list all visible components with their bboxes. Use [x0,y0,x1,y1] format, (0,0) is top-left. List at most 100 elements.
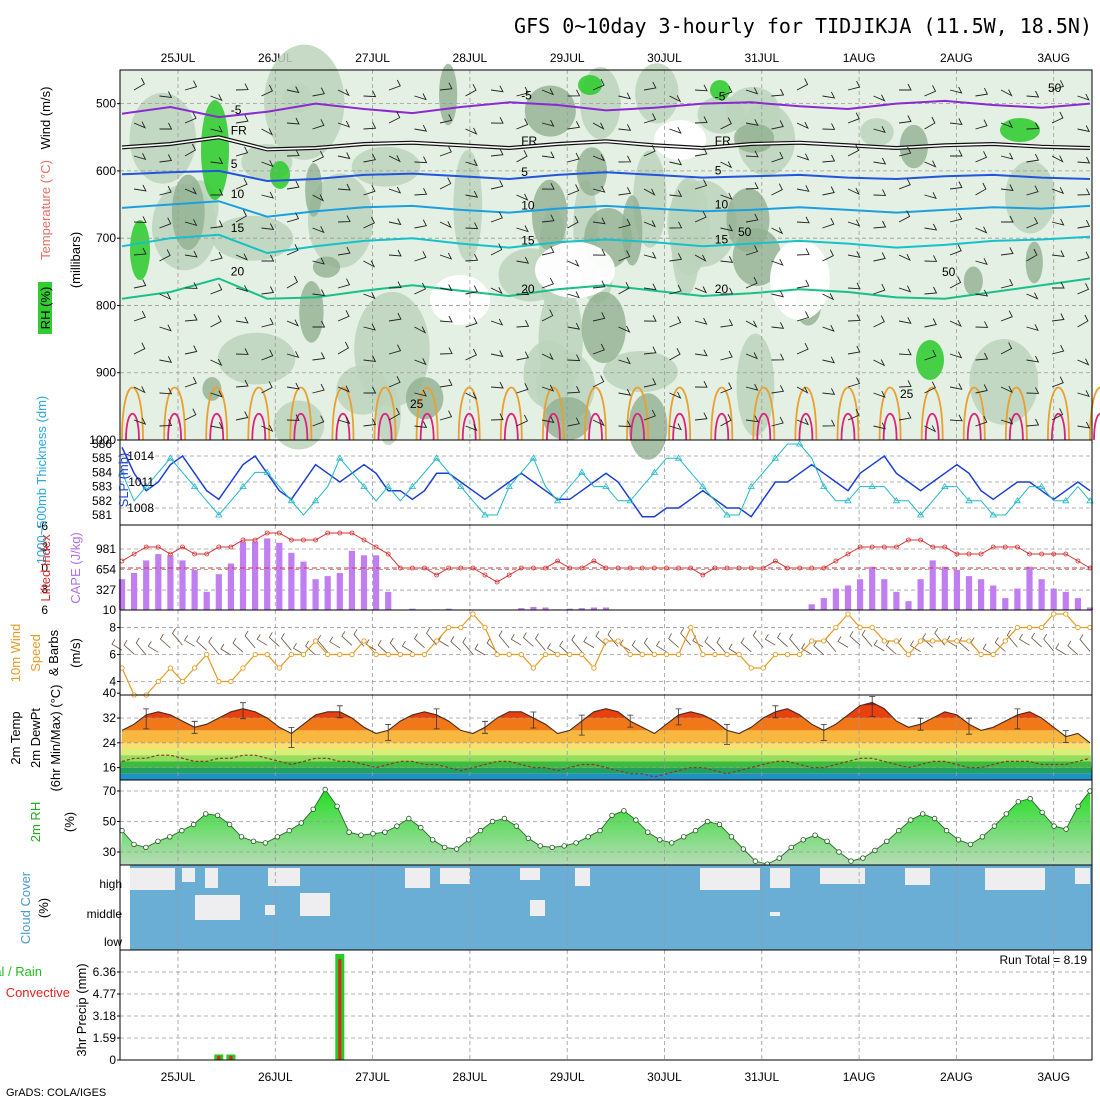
wind-speed-marker [724,651,730,658]
wind-barb [286,86,300,94]
wind-barb [669,221,683,229]
wind-barb-10m [1018,633,1030,646]
thickness-marker [384,482,392,489]
diurnal-isotherm-25 [1047,386,1070,441]
thickness-marker [263,468,271,475]
cloud-clear-region [520,868,540,880]
wind-barb [924,192,937,200]
wind-barb [363,216,376,229]
wind-barb-10m [704,636,716,652]
thickness-marker [432,454,441,461]
wind-speed-marker [821,638,827,644]
wind-speed-marker [881,638,887,644]
wind-barb [439,114,453,124]
wind-barb [516,118,529,130]
thickness-marker [602,482,610,489]
wind-barb-10m [147,641,159,653]
rh-marker [394,823,400,829]
wind-barb [541,151,555,159]
wind-barb [490,116,504,124]
wind-barb [720,256,734,263]
temp-minmax-bar [966,717,972,735]
lifted-index-marker [143,544,149,550]
wind-barb [847,80,861,91]
wind-barb [414,156,428,164]
cape-bar [530,606,537,610]
wind-barb [1077,93,1090,101]
wind-barb [133,184,147,192]
temp-line [121,701,1091,744]
wind-barb [949,181,963,190]
wind-barb [618,250,631,262]
wind-barb-10m [547,643,558,655]
rh-marker [836,849,842,855]
rh-marker [382,829,388,835]
wind-barb [847,219,861,227]
rh-marker [657,837,663,843]
precip-tick-label: 0 [109,1053,116,1067]
wind-barb [796,216,810,224]
temp-band [120,761,1092,768]
rh-moist-region [671,178,701,296]
wind-barb [669,347,681,361]
diurnal-isotherm-25 [710,386,734,441]
temp-minmax-bar [820,724,827,741]
isotherm-label: 20 [521,282,535,296]
wind-speed-axis-label: Speed [28,634,43,672]
lifted-index-marker [216,544,222,550]
wind-barb [541,119,555,127]
diurnal-isotherm-25 [205,386,229,441]
pressure-axis-label: (millibars) [68,232,83,288]
thickness-marker [626,497,634,504]
rh-marker [537,843,543,849]
wind-barb [567,121,581,130]
wind-speed-marker [446,624,452,631]
wind-barb [975,151,988,163]
wind-barb [1000,385,1013,394]
top-date-label: 25JUL [161,51,196,65]
wind-barb [414,421,428,429]
rh-marker [728,834,735,840]
top-date-label: 27JUL [355,51,390,65]
rh-marker [430,837,436,843]
wind-barb [822,388,836,395]
wind-speed-marker [1063,611,1069,617]
wind-barb [694,84,708,92]
wind-barb [771,183,783,196]
wind-barb [745,182,759,190]
wind-barb [235,411,249,421]
wind-barb [694,349,708,357]
rh-wet-region [733,123,775,153]
wind-barb-10m [716,637,728,655]
wind-barb [465,222,479,230]
wind-barb [133,417,147,425]
rh-marker [1075,803,1081,809]
rh-marker [848,858,854,864]
wind-barb [1000,278,1014,289]
wind-barb [643,283,657,291]
wind-barb [337,120,351,128]
precip-tick-label: 1.59 [93,1031,117,1045]
wind-barb [567,89,581,97]
wind-barb [924,255,938,262]
wind-barb [643,346,657,355]
wind-barb [592,312,606,322]
diurnal-isotherm-30 [714,412,730,441]
wind-barb [133,247,147,256]
wind-speed-marker [990,651,996,658]
cape-bar [857,579,864,610]
wind-barb [286,117,300,125]
temp-minmax-axis-label: (6hr Min/Max) (°C) [48,684,63,791]
wind-barb [643,251,657,259]
wind-barb [1000,247,1014,256]
wind-speed-marker [373,651,379,658]
wind-speed-marker [252,651,258,658]
wind-barb-10m [305,640,316,656]
cloud-clear-region [905,868,930,885]
temp-minmax-bar [1014,708,1021,730]
wind-speed-marker [433,638,440,644]
wind-barb [669,126,682,134]
isotherm-label: 15 [715,232,729,246]
wind-barb [312,352,326,361]
lifted-index-marker [1027,551,1032,557]
